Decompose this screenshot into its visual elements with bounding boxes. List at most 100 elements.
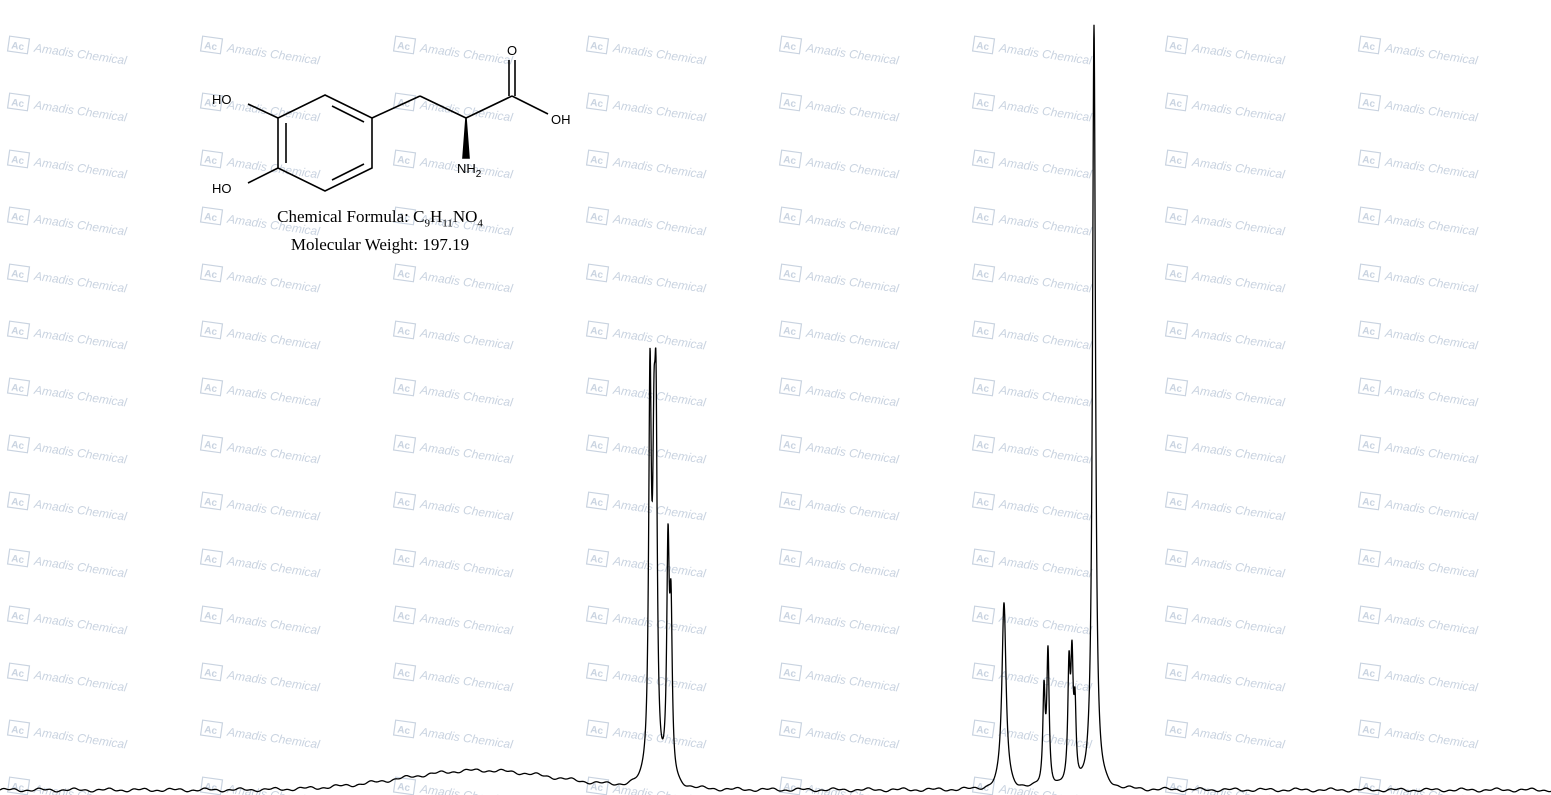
svg-text:Ac: Ac bbox=[397, 496, 412, 509]
svg-text:Ac: Ac bbox=[783, 211, 798, 224]
svg-text:Amadis Chemical: Amadis Chemical bbox=[1383, 98, 1479, 125]
svg-text:Amadis Chemical: Amadis Chemical bbox=[225, 326, 321, 353]
watermark-tile: Ac Amadis Chemical bbox=[585, 206, 707, 239]
svg-text:Ac: Ac bbox=[976, 553, 991, 566]
watermark-tile: Ac Amadis Chemical bbox=[778, 662, 900, 695]
svg-text:Ac: Ac bbox=[783, 154, 798, 167]
svg-text:Ac: Ac bbox=[1362, 781, 1377, 794]
svg-text:Ac: Ac bbox=[783, 382, 798, 395]
svg-text:Amadis Chemical: Amadis Chemical bbox=[418, 554, 514, 581]
formula-label: Chemical Formula: bbox=[277, 207, 409, 226]
svg-text:Amadis Chemical: Amadis Chemical bbox=[418, 440, 514, 467]
svg-text:Amadis Chemical: Amadis Chemical bbox=[32, 782, 128, 795]
watermark-tile: Ac Amadis Chemical bbox=[585, 35, 707, 68]
svg-text:Ac: Ac bbox=[397, 439, 412, 452]
svg-text:Amadis Chemical: Amadis Chemical bbox=[804, 326, 900, 353]
svg-text:Ac: Ac bbox=[590, 40, 605, 53]
svg-text:Ac: Ac bbox=[397, 724, 412, 737]
watermark-tile: Ac Amadis Chemical bbox=[778, 719, 900, 752]
svg-text:Amadis Chemical: Amadis Chemical bbox=[1190, 497, 1286, 524]
watermark-tile: Ac Amadis Chemical bbox=[1164, 719, 1286, 752]
watermark-tile: Ac Amadis Chemical bbox=[585, 320, 707, 353]
svg-text:Amadis Chemical: Amadis Chemical bbox=[1190, 383, 1286, 410]
svg-text:Amadis Chemical: Amadis Chemical bbox=[32, 212, 128, 239]
watermark-tile: Ac Amadis Chemical bbox=[585, 605, 707, 638]
watermark-tile: Ac Amadis Chemical bbox=[585, 548, 707, 581]
svg-text:Ac: Ac bbox=[204, 40, 219, 53]
svg-text:Amadis Chemical: Amadis Chemical bbox=[611, 41, 707, 68]
svg-text:Amadis Chemical: Amadis Chemical bbox=[611, 554, 707, 581]
svg-text:Amadis Chemical: Amadis Chemical bbox=[1190, 725, 1286, 752]
svg-text:Amadis Chemical: Amadis Chemical bbox=[997, 98, 1093, 125]
svg-text:Ac: Ac bbox=[783, 325, 798, 338]
svg-text:Ac: Ac bbox=[590, 211, 605, 224]
svg-text:Amadis Chemical: Amadis Chemical bbox=[997, 326, 1093, 353]
watermark-tile: Ac Amadis Chemical bbox=[1164, 320, 1286, 353]
svg-text:Ac: Ac bbox=[590, 325, 605, 338]
svg-text:Ac: Ac bbox=[1362, 667, 1377, 680]
watermark-tile: Ac Amadis Chemical bbox=[6, 377, 128, 410]
svg-text:Amadis Chemical: Amadis Chemical bbox=[1190, 155, 1286, 182]
svg-text:Ac: Ac bbox=[1169, 553, 1184, 566]
svg-text:Amadis Chemical: Amadis Chemical bbox=[804, 554, 900, 581]
svg-text:Amadis Chemical: Amadis Chemical bbox=[225, 554, 321, 581]
svg-text:Amadis Chemical: Amadis Chemical bbox=[1190, 326, 1286, 353]
svg-text:Amadis Chemical: Amadis Chemical bbox=[997, 611, 1093, 638]
watermark-tile: Ac Amadis Chemical bbox=[1357, 206, 1479, 239]
svg-text:Amadis Chemical: Amadis Chemical bbox=[1190, 212, 1286, 239]
svg-text:Ac: Ac bbox=[204, 268, 219, 281]
svg-text:Ac: Ac bbox=[11, 325, 26, 338]
svg-text:Ac: Ac bbox=[1362, 325, 1377, 338]
watermark-tile: Ac Amadis Chemical bbox=[585, 149, 707, 182]
watermark-tile: Ac Amadis Chemical bbox=[6, 719, 128, 752]
svg-text:Amadis Chemical: Amadis Chemical bbox=[1383, 668, 1479, 695]
svg-text:Amadis Chemical: Amadis Chemical bbox=[418, 725, 514, 752]
svg-text:Amadis Chemical: Amadis Chemical bbox=[997, 383, 1093, 410]
chemical-formula: Chemical Formula: C9H11NO4 bbox=[200, 207, 560, 229]
svg-text:Amadis Chemical: Amadis Chemical bbox=[225, 611, 321, 638]
svg-text:Amadis Chemical: Amadis Chemical bbox=[611, 98, 707, 125]
svg-text:Ac: Ac bbox=[11, 496, 26, 509]
svg-text:Amadis Chemical: Amadis Chemical bbox=[32, 383, 128, 410]
spectrum-peak-3 bbox=[667, 522, 669, 524]
svg-text:Ac: Ac bbox=[11, 97, 26, 110]
svg-text:Amadis Chemical: Amadis Chemical bbox=[418, 668, 514, 695]
watermark-tile: Ac Amadis Chemical bbox=[778, 206, 900, 239]
svg-text:Amadis Chemical: Amadis Chemical bbox=[804, 383, 900, 410]
watermark-tile: Ac Amadis Chemical bbox=[199, 320, 321, 353]
watermark-tile: Ac Amadis Chemical bbox=[971, 206, 1093, 239]
watermark-tile: Ac Amadis Chemical bbox=[778, 149, 900, 182]
svg-text:Amadis Chemical: Amadis Chemical bbox=[32, 269, 128, 296]
watermark-tile: Ac Amadis Chemical bbox=[1357, 434, 1479, 467]
svg-text:Amadis Chemical: Amadis Chemical bbox=[225, 383, 321, 410]
svg-text:Amadis Chemical: Amadis Chemical bbox=[1190, 41, 1286, 68]
watermark-tile: Ac Amadis Chemical bbox=[971, 605, 1093, 638]
svg-text:Amadis Chemical: Amadis Chemical bbox=[804, 212, 900, 239]
svg-text:Amadis Chemical: Amadis Chemical bbox=[804, 668, 900, 695]
svg-text:Amadis Chemical: Amadis Chemical bbox=[225, 269, 321, 296]
svg-text:Ac: Ac bbox=[397, 667, 412, 680]
watermark-tile: Ac Amadis Chemical bbox=[1164, 662, 1286, 695]
svg-text:Amadis Chemical: Amadis Chemical bbox=[32, 326, 128, 353]
svg-text:Ac: Ac bbox=[397, 40, 412, 53]
watermark-tile: Ac Amadis Chemical bbox=[392, 35, 514, 68]
watermark-tile: Ac Amadis Chemical bbox=[778, 320, 900, 353]
svg-text:Amadis Chemical: Amadis Chemical bbox=[611, 497, 707, 524]
svg-text:Ac: Ac bbox=[397, 325, 412, 338]
svg-text:Amadis Chemical: Amadis Chemical bbox=[804, 725, 900, 752]
svg-text:Amadis Chemical: Amadis Chemical bbox=[32, 440, 128, 467]
svg-text:Ac: Ac bbox=[11, 382, 26, 395]
svg-text:Amadis Chemical: Amadis Chemical bbox=[1383, 383, 1479, 410]
svg-text:Ac: Ac bbox=[1362, 553, 1377, 566]
svg-text:Ac: Ac bbox=[204, 97, 219, 110]
watermark-tile: Ac Amadis Chemical bbox=[778, 776, 900, 795]
svg-text:Ac: Ac bbox=[783, 439, 798, 452]
svg-text:Amadis Chemical: Amadis Chemical bbox=[1383, 155, 1479, 182]
svg-text:Ac: Ac bbox=[204, 724, 219, 737]
watermark-tile: Ac Amadis Chemical bbox=[971, 263, 1093, 296]
svg-text:Amadis Chemical: Amadis Chemical bbox=[32, 554, 128, 581]
watermark-tile: Ac Amadis Chemical bbox=[6, 662, 128, 695]
watermark-tile: Ac Amadis Chemical bbox=[1164, 92, 1286, 125]
atom-oxygen: O bbox=[507, 43, 517, 58]
